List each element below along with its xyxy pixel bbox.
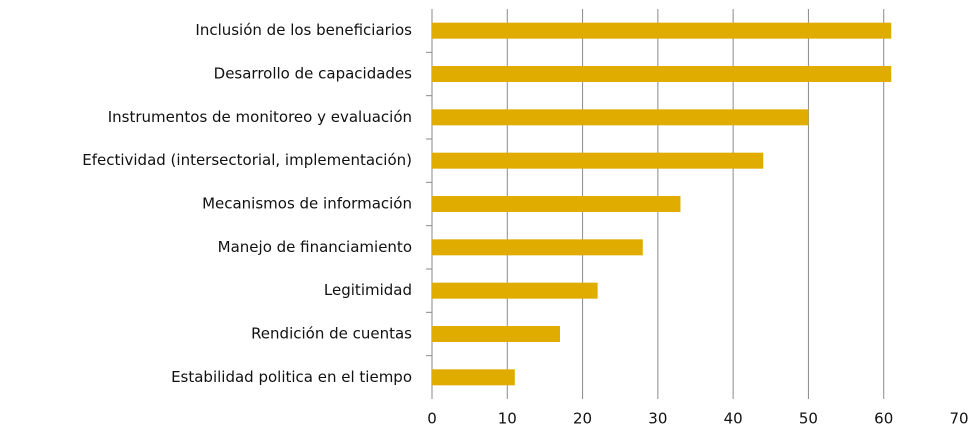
- bar: [432, 22, 892, 39]
- x-tick-label: 50: [799, 410, 818, 428]
- x-tick-label: 20: [573, 410, 592, 428]
- bar: [432, 282, 598, 299]
- bar: [432, 326, 560, 342]
- x-tick-label: 60: [874, 410, 893, 428]
- x-tick-label: 40: [724, 410, 743, 428]
- y-tick-label: Efectividad (intersectorial, implementac…: [82, 151, 412, 169]
- x-tick-label: 70: [949, 410, 968, 428]
- bar: [432, 152, 764, 169]
- y-tick-label: Inclusión de los beneficiarios: [195, 21, 412, 39]
- bar: [432, 196, 681, 212]
- y-tick-label: Estabilidad politica en el tiempo: [171, 368, 412, 386]
- x-tick-label: 30: [648, 410, 667, 428]
- bar: [432, 109, 809, 126]
- y-tick-label: Manejo de financiamiento: [218, 238, 412, 256]
- y-tick-label: Instrumentos de monitoreo y evaluación: [108, 108, 412, 126]
- bar: [432, 369, 515, 386]
- x-tick-label: 0: [427, 410, 437, 428]
- bar: [432, 239, 643, 256]
- y-tick-label: Legitimidad: [324, 281, 412, 299]
- bar: [432, 66, 892, 82]
- y-tick-label: Desarrollo de capacidades: [214, 65, 413, 83]
- y-tick-label: Mecanismos de información: [202, 195, 412, 213]
- x-tick-label: 10: [498, 410, 517, 428]
- y-tick-label: Rendición de cuentas: [251, 325, 412, 343]
